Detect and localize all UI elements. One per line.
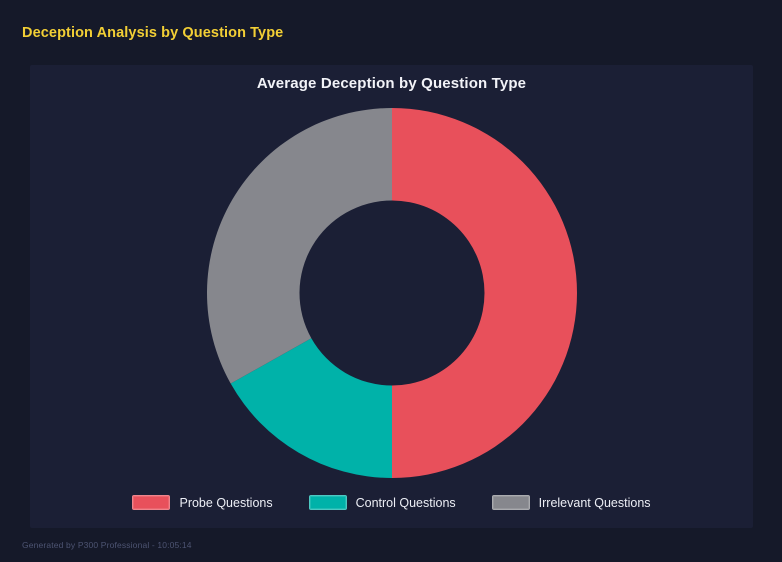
legend-label-irrelevant-questions: Irrelevant Questions [538,495,651,510]
legend-swatch-irrelevant-questions [491,495,530,510]
legend-label-control-questions: Control Questions [355,495,456,510]
chart-legend: Probe Questions Control Questions Irrele… [30,495,753,510]
chart-title: Average Deception by Question Type [256,75,527,92]
donut-slice-irrelevant-questions[interactable] [206,108,392,384]
donut-slice-probe-questions[interactable] [392,108,577,478]
report-footer: Generated by P300 Professional - 10:05:1… [22,540,192,550]
donut-slice-group [206,108,577,478]
donut-chart-svg [206,108,577,478]
legend-item-irrelevant-questions[interactable]: Irrelevant Questions [491,495,651,510]
page-title: Deception Analysis by Question Type [22,24,284,41]
report-card: Average Deception by Question Type Probe… [30,65,753,528]
legend-item-control-questions[interactable]: Control Questions [308,495,456,510]
legend-item-probe-questions[interactable]: Probe Questions [132,495,273,510]
legend-swatch-control-questions [308,495,347,510]
donut-slice-control-questions[interactable] [230,338,392,478]
legend-swatch-probe-questions [132,495,171,510]
legend-label-probe-questions: Probe Questions [179,495,273,510]
app-header: Deception Analysis by Question Type [0,0,782,65]
